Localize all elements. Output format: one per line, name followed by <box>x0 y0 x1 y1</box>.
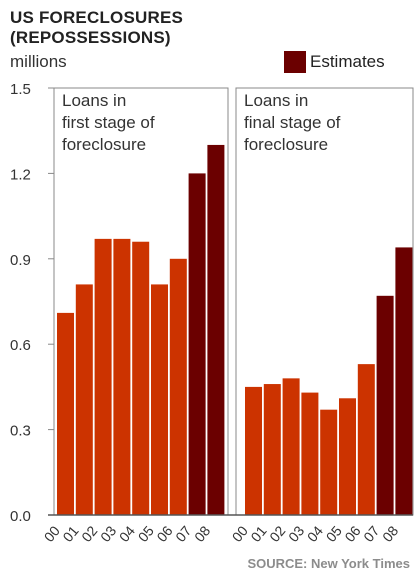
panel-1-label-line-1: Loans in <box>62 91 126 110</box>
x-tick-panel-1-08: 08 <box>191 523 213 545</box>
bar-panel-2-01 <box>263 384 281 515</box>
chart-title-line-1: US FORECLOSURES <box>10 8 184 27</box>
bar-panel-1-04 <box>132 241 150 515</box>
bar-panel-2-03 <box>301 392 319 515</box>
bar-panel-1-01 <box>75 284 93 515</box>
bar-panel-2-05 <box>339 398 356 515</box>
panel-1-label-line-2: first stage of <box>62 113 155 132</box>
bar-panel-1-08 <box>207 144 225 515</box>
bar-panel-1-06 <box>169 258 187 515</box>
unit-label: millions <box>10 52 67 71</box>
panel-2-label-line-1: Loans in <box>244 91 308 110</box>
bar-panel-1-05 <box>151 284 168 515</box>
bar-panel-2-02 <box>282 378 300 515</box>
x-tick-panel-2-08: 08 <box>379 523 401 545</box>
legend-swatch-estimates <box>284 51 306 73</box>
bar-panel-1-02 <box>94 238 112 515</box>
bar-panel-2-04 <box>320 409 338 515</box>
legend: Estimates <box>284 51 385 73</box>
y-tick-label-0.3: 0.3 <box>10 423 31 440</box>
panel-1-label-line-3: foreclosure <box>62 135 146 154</box>
bar-panel-2-06 <box>357 364 375 515</box>
bar-panel-1-07 <box>188 173 206 515</box>
bar-panel-1-00 <box>57 312 74 515</box>
bar-panel-2-08 <box>395 247 413 515</box>
panel-2-label-line-2: final stage of <box>244 113 341 132</box>
source-credit: SOURCE: New York Times <box>247 556 410 571</box>
y-tick-label-1.5: 1.5 <box>10 81 31 98</box>
panel-2-label-line-3: foreclosure <box>244 135 328 154</box>
chart-title-line-2: (REPOSSESSIONS) <box>10 28 171 47</box>
y-tick-label-0.0: 0.0 <box>10 508 31 525</box>
legend-label-estimates: Estimates <box>310 52 385 71</box>
bar-panel-2-00 <box>245 386 262 515</box>
y-tick-label-0.6: 0.6 <box>10 337 31 354</box>
bar-panel-2-07 <box>376 295 394 515</box>
y-tick-label-1.2: 1.2 <box>10 166 31 183</box>
chart-title: US FORECLOSURES (REPOSSESSIONS) <box>10 8 183 48</box>
y-tick-label-0.9: 0.9 <box>10 252 31 269</box>
bar-panel-1-03 <box>113 238 131 515</box>
